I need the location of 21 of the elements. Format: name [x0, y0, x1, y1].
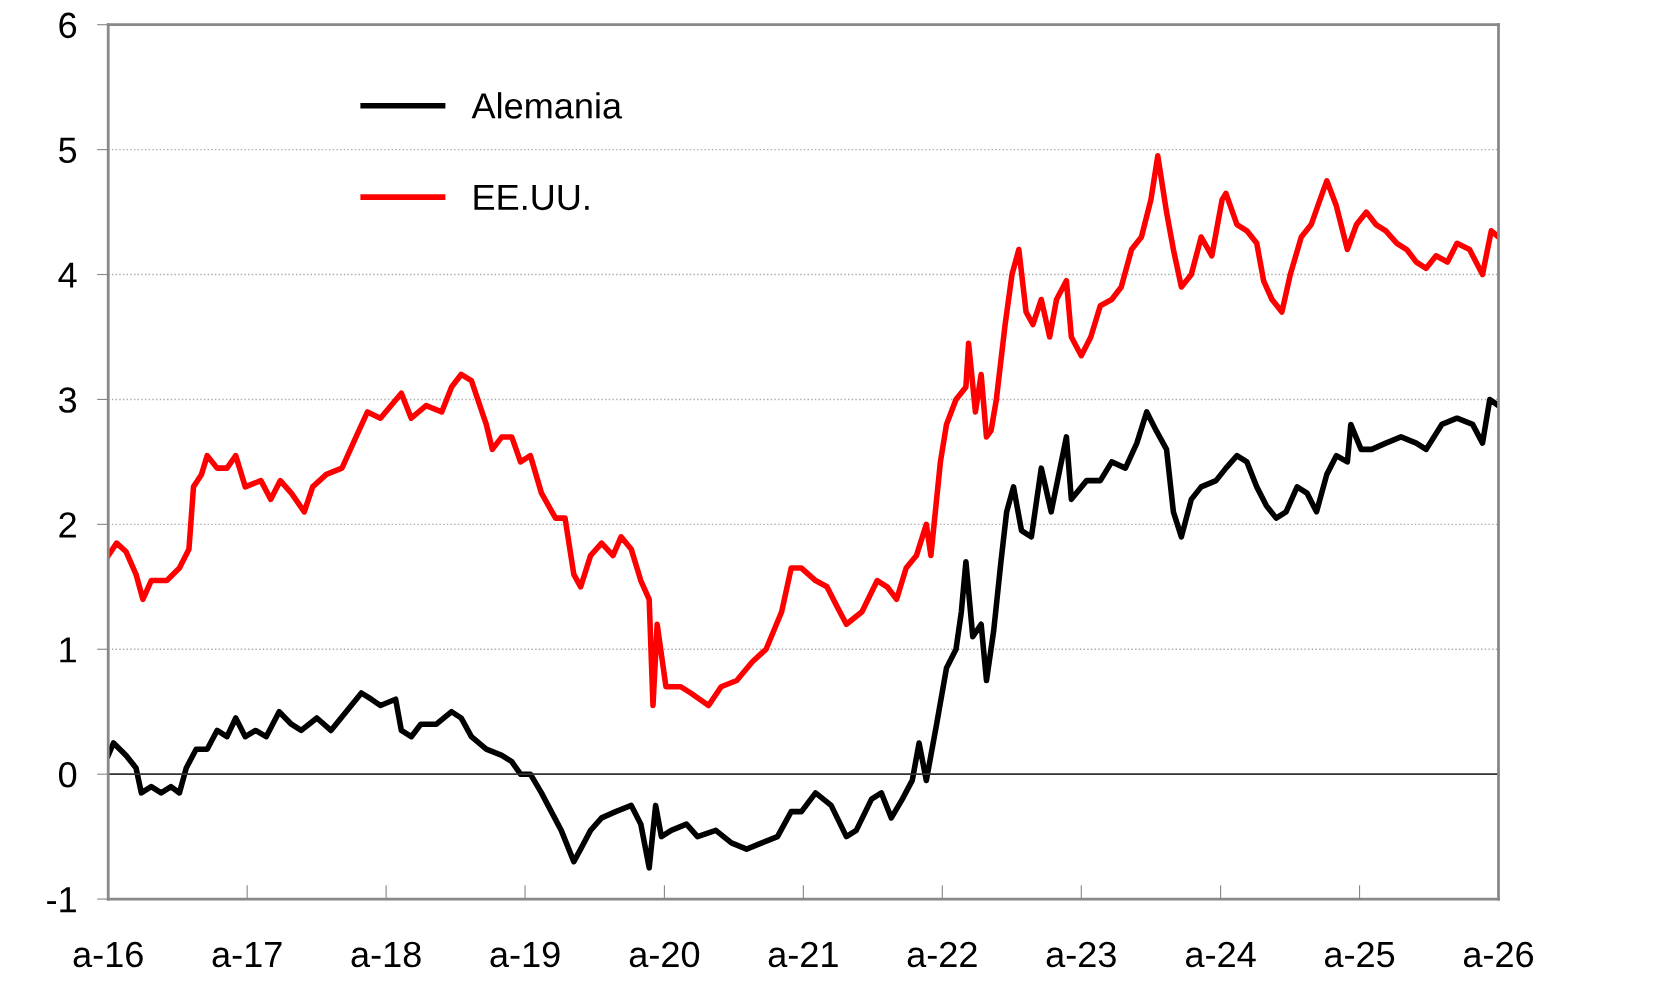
x-tick-label: a-16	[73, 941, 143, 968]
x-tick-label: a-20	[629, 941, 700, 968]
y-tick-label: 0	[59, 762, 77, 788]
x-tick-label: a-21	[768, 941, 838, 968]
x-tick-label: a-17	[212, 942, 282, 968]
y-tick-label: -1	[47, 887, 76, 913]
x-tick-label: a-25	[1324, 941, 1395, 968]
y-tick-label: 4	[58, 262, 77, 288]
x-tick-label: a-24	[1186, 941, 1256, 968]
y-tick-label: 1	[60, 637, 76, 663]
y-tick-label: 5	[59, 137, 77, 164]
y-tick-label: 2	[59, 512, 76, 538]
y-tick-label: 3	[58, 387, 77, 413]
x-tick-label: a-19	[490, 941, 560, 968]
x-tick-label: a-26	[1463, 941, 1534, 968]
x-tick-label: a-23	[1046, 941, 1116, 968]
legend-label: Alemania	[471, 92, 623, 119]
x-tick-label: a-18	[351, 941, 421, 968]
y-tick-label: 6	[59, 12, 77, 39]
legend-label: EE.UU.	[474, 184, 589, 211]
x-tick-label: a-22	[907, 941, 977, 968]
